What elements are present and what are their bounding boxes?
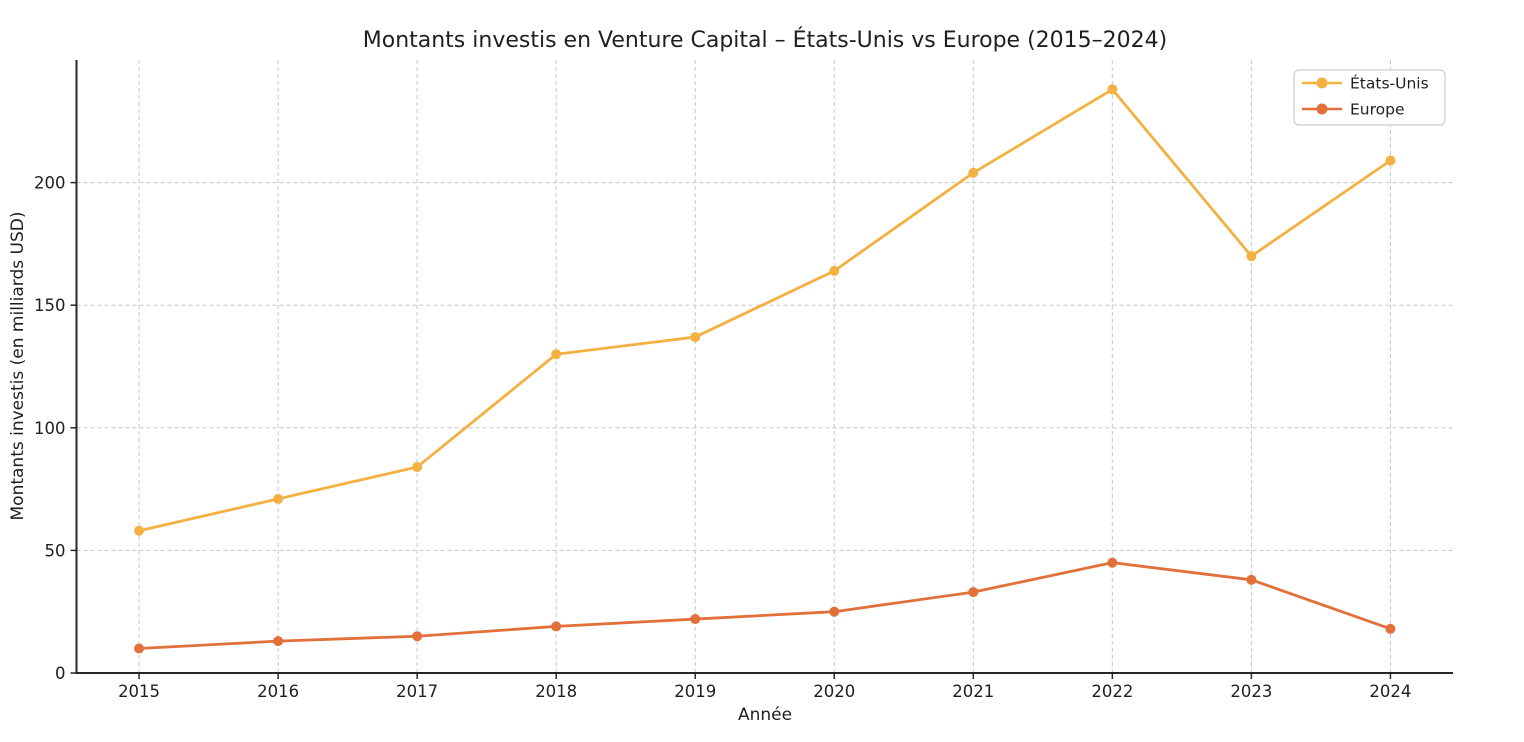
x-tick-label: 2018 (535, 682, 577, 701)
y-tick-label: 200 (34, 174, 66, 193)
data-point-marker (1107, 84, 1118, 95)
axis-layer: 2015 2016 2017 2018 2019 2020 2021 2022 2023 2024… (34, 60, 1453, 701)
x-tick-label: 2024 (1369, 682, 1411, 701)
data-point-marker (829, 265, 840, 276)
x-tick-label: 2020 (813, 682, 855, 701)
data-point-marker (829, 606, 840, 617)
data-point-marker (1246, 251, 1257, 262)
data-point-marker (968, 167, 979, 178)
series-line-etats-unis (137, 88, 1392, 533)
x-tick-label: 2021 (952, 682, 994, 701)
x-axis-label: Année (738, 705, 792, 725)
data-point-marker (134, 525, 145, 536)
data-point-marker (134, 643, 145, 654)
data-point-marker (1107, 557, 1118, 568)
y-tick-label: 50 (45, 541, 66, 560)
series-layer (134, 84, 1396, 654)
data-point-marker (412, 631, 423, 642)
legend-swatch-marker (1316, 77, 1328, 89)
y-axis-label: Montants investis (en milliards USD) (8, 212, 28, 521)
data-point-marker (1246, 574, 1257, 585)
legend-entry-label: États-Unis (1350, 74, 1429, 93)
x-tick-label: 2019 (674, 682, 716, 701)
x-tick-label: 2022 (1091, 682, 1133, 701)
x-tick-label: 2015 (118, 682, 160, 701)
data-point-marker (551, 349, 562, 360)
data-point-marker (412, 462, 423, 473)
data-point-marker (551, 621, 562, 632)
data-point-marker (1385, 623, 1396, 634)
y-tick-label: 150 (34, 296, 66, 315)
legend: États-Unis Europe (1293, 69, 1446, 126)
series-line-europe (137, 561, 1392, 650)
data-point-marker (690, 332, 701, 343)
chart-title: Montants investis en Venture Capital – É… (363, 27, 1167, 53)
data-point-marker (273, 493, 284, 504)
data-point-marker (690, 614, 701, 625)
x-tick-label: 2023 (1230, 682, 1272, 701)
x-tick-label: 2017 (396, 682, 438, 701)
x-tick-label: 2016 (257, 682, 299, 701)
grid-layer (76, 60, 1453, 673)
y-tick-label: 0 (55, 664, 66, 683)
legend-entry-label: Europe (1350, 101, 1405, 119)
legend-swatch-marker (1316, 103, 1328, 115)
y-tick-label: 100 (34, 419, 66, 438)
data-point-marker (273, 636, 284, 647)
data-point-marker (968, 587, 979, 598)
data-point-marker (1385, 155, 1396, 166)
